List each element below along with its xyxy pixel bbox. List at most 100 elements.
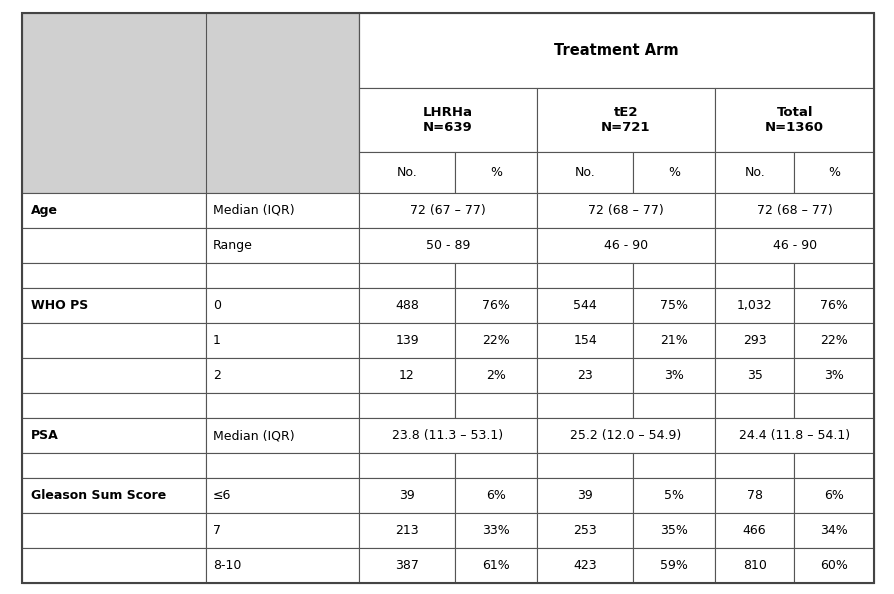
Text: 5%: 5%	[664, 489, 684, 502]
Bar	[715, 263, 794, 288]
Text: 488: 488	[395, 299, 419, 312]
Bar	[715, 478, 794, 513]
Bar	[794, 513, 874, 548]
Bar	[358, 548, 455, 583]
Text: 3%: 3%	[664, 369, 684, 382]
Bar	[537, 323, 633, 358]
Text: 0: 0	[213, 299, 221, 312]
Bar	[715, 323, 794, 358]
Text: Median (IQR): Median (IQR)	[213, 429, 294, 442]
Bar	[22, 393, 206, 418]
Bar	[455, 478, 537, 513]
Text: 35%: 35%	[660, 525, 688, 537]
Bar	[537, 548, 633, 583]
Bar	[537, 418, 715, 453]
Bar	[358, 288, 455, 323]
Text: %: %	[668, 166, 680, 179]
Text: 25.2 (12.0 – 54.9): 25.2 (12.0 – 54.9)	[570, 429, 681, 442]
Bar	[633, 478, 715, 513]
Text: LHRHa
N=639: LHRHa N=639	[423, 106, 473, 134]
Bar	[715, 152, 794, 193]
Text: tE2
N=721: tE2 N=721	[602, 106, 651, 134]
Bar	[537, 288, 633, 323]
Text: 2%: 2%	[486, 369, 506, 382]
Text: 72 (68 – 77): 72 (68 – 77)	[588, 204, 664, 217]
Text: 34%: 34%	[821, 525, 848, 537]
Text: 139: 139	[395, 334, 418, 347]
Text: 76%: 76%	[821, 299, 848, 312]
Text: 1,032: 1,032	[737, 299, 772, 312]
Bar	[715, 358, 794, 393]
Text: 213: 213	[395, 525, 418, 537]
Bar	[794, 358, 874, 393]
Bar	[358, 453, 455, 478]
Text: Age: Age	[31, 204, 58, 217]
Bar	[206, 323, 358, 358]
Bar	[794, 263, 874, 288]
Text: 3%: 3%	[824, 369, 844, 382]
Bar	[633, 263, 715, 288]
Text: 35: 35	[746, 369, 763, 382]
Bar	[715, 548, 794, 583]
Bar	[358, 152, 455, 193]
Text: 61%: 61%	[482, 560, 510, 572]
Bar	[455, 513, 537, 548]
Bar	[715, 228, 874, 263]
Bar	[537, 152, 633, 193]
Text: 46 - 90: 46 - 90	[772, 239, 817, 252]
Text: 7: 7	[213, 525, 221, 537]
Bar	[455, 453, 537, 478]
Bar	[715, 88, 874, 152]
Bar	[715, 513, 794, 548]
Bar	[537, 193, 715, 228]
Bar	[22, 323, 206, 358]
Text: 154: 154	[573, 334, 597, 347]
Bar	[22, 358, 206, 393]
Bar	[794, 548, 874, 583]
Bar	[455, 152, 537, 193]
Bar	[455, 323, 537, 358]
Text: No.: No.	[397, 166, 417, 179]
Text: 39: 39	[399, 489, 415, 502]
Bar	[794, 393, 874, 418]
Bar	[206, 358, 358, 393]
Bar	[22, 263, 206, 288]
Bar	[715, 453, 794, 478]
Text: Range: Range	[213, 239, 252, 252]
Bar	[22, 193, 206, 228]
Text: 75%: 75%	[660, 299, 688, 312]
Text: Treatment Arm: Treatment Arm	[554, 43, 679, 58]
Bar	[633, 453, 715, 478]
Bar	[794, 323, 874, 358]
Bar	[455, 548, 537, 583]
Bar	[206, 393, 358, 418]
Bar	[633, 548, 715, 583]
Text: %: %	[828, 166, 840, 179]
Bar	[794, 152, 874, 193]
Text: 23: 23	[578, 369, 593, 382]
Bar	[794, 453, 874, 478]
Bar	[358, 513, 455, 548]
Bar	[206, 478, 358, 513]
Text: 60%: 60%	[821, 560, 848, 572]
Bar	[358, 358, 455, 393]
Text: %: %	[490, 166, 502, 179]
Text: 23.8 (11.3 – 53.1): 23.8 (11.3 – 53.1)	[392, 429, 503, 442]
Text: PSA: PSA	[31, 429, 59, 442]
Bar	[206, 288, 358, 323]
Text: 2: 2	[213, 369, 221, 382]
Text: 810: 810	[743, 560, 766, 572]
Text: 22%: 22%	[821, 334, 848, 347]
Text: 78: 78	[746, 489, 763, 502]
Bar	[358, 13, 874, 88]
Bar	[633, 323, 715, 358]
Text: 253: 253	[573, 525, 597, 537]
Bar	[206, 548, 358, 583]
Bar	[715, 418, 874, 453]
Bar	[537, 393, 633, 418]
Bar	[633, 393, 715, 418]
Bar	[715, 393, 794, 418]
Bar	[537, 228, 715, 263]
Bar	[794, 478, 874, 513]
Text: 21%: 21%	[661, 334, 688, 347]
